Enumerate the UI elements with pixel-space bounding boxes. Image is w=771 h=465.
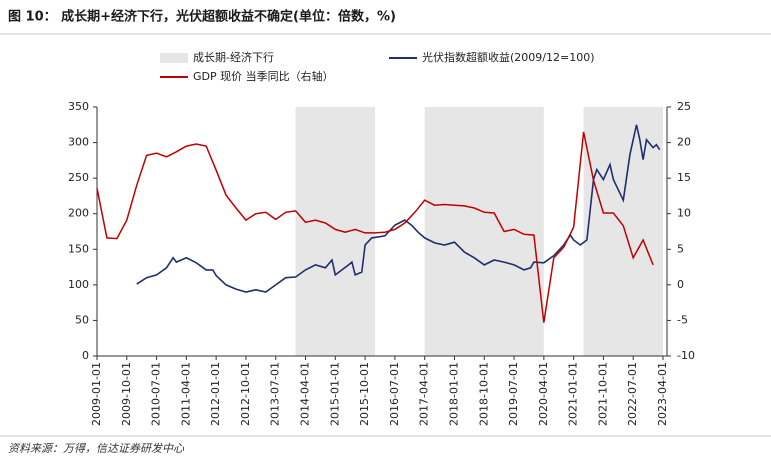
x-tick-label: 2013-07-01 (269, 362, 282, 426)
x-tick-label: 2014-04-01 (299, 362, 312, 426)
y-tick-label: 150 (68, 242, 89, 255)
x-tick-label: 2010-07-01 (150, 362, 163, 426)
series-line (96, 131, 654, 323)
chart-title: 图 10： 成长期+经济下行，光伏超额收益不确定(单位：倍数，%) (8, 9, 396, 25)
x-tick-label: 2012-10-01 (239, 362, 252, 426)
y-tick-label: 100 (68, 278, 89, 291)
y-tick-label: 0 (82, 349, 89, 362)
y-tick-label: 250 (68, 171, 89, 184)
x-tick-label: 2018-10-01 (477, 362, 490, 426)
y2-tick-label: 0 (677, 278, 684, 291)
y2-tick-label: 15 (677, 171, 691, 184)
x-tick-label: 2009-10-01 (120, 362, 133, 426)
x-tick-label: 2012-01-01 (209, 362, 222, 426)
x-tick-label: 2019-07-01 (507, 362, 520, 426)
legend-label: 成长期-经济下行 (193, 50, 274, 64)
legend-swatch (160, 53, 188, 63)
x-tick-label: 2016-07-01 (388, 362, 401, 426)
shaded-period (424, 107, 544, 356)
x-tick-label: 2015-10-01 (358, 362, 371, 426)
x-tick-label: 2023-04-01 (656, 362, 669, 426)
x-tick-label: 2017-04-01 (418, 362, 431, 426)
shade-layer (295, 107, 663, 356)
x-tick-label: 2021-10-01 (596, 362, 609, 426)
legend-label: GDP 现价 当季同比（右轴） (193, 69, 334, 83)
source: 资料来源：万得，信达证券研发中心 (8, 442, 185, 455)
y2-tick-label: 20 (677, 136, 691, 149)
y-tick-label: 50 (75, 313, 89, 326)
y2-tick-label: 10 (677, 207, 691, 220)
x-tick-label: 2020-04-01 (537, 362, 550, 426)
x-tick-label: 2021-01-01 (567, 362, 580, 426)
y2-tick-label: 25 (677, 100, 691, 113)
x-tick-label: 2015-01-01 (328, 362, 341, 426)
x-tick-label: 2018-01-01 (447, 362, 460, 426)
series-line (136, 124, 661, 293)
y2-tick-label: -5 (677, 313, 688, 326)
x-tick-label: 2011-04-01 (179, 362, 192, 426)
legend-label: 光伏指数超额收益(2009/12=100) (422, 50, 595, 64)
x-tick-label: 2009-01-01 (90, 362, 103, 426)
y2-tick-label: -10 (677, 349, 695, 362)
x-tick-label: 2022-07-01 (626, 362, 639, 426)
y-tick-label: 200 (68, 207, 89, 220)
y-tick-label: 350 (68, 100, 89, 113)
shaded-period (583, 107, 663, 356)
y-tick-label: 300 (68, 136, 89, 149)
y2-tick-label: 5 (677, 242, 684, 255)
